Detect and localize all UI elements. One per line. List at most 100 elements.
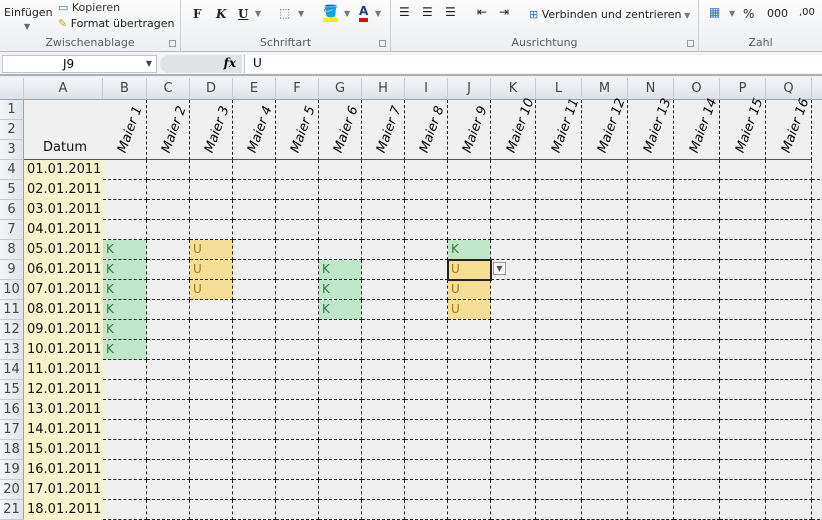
employee-header-cell[interactable]: [233, 100, 276, 160]
currency-dropdown-icon[interactable]: ▼: [729, 9, 736, 18]
grid-cell[interactable]: [536, 160, 582, 180]
column-header-G[interactable]: G: [319, 78, 362, 100]
employee-header-cell[interactable]: [448, 100, 491, 160]
grid-cell[interactable]: [362, 360, 405, 380]
grid-cell[interactable]: [582, 340, 628, 360]
grid-cell[interactable]: [190, 200, 233, 220]
grid-cell[interactable]: [491, 380, 536, 400]
date-cell[interactable]: 16.01.2011: [24, 460, 103, 480]
grid-cell[interactable]: [812, 360, 822, 380]
grid-cell[interactable]: [628, 200, 674, 220]
date-cell[interactable]: 15.01.2011: [24, 440, 103, 460]
grid-cell[interactable]: [448, 420, 491, 440]
date-cell[interactable]: 03.01.2011: [24, 200, 103, 220]
grid-cell[interactable]: [190, 220, 233, 240]
grid-cell[interactable]: [405, 500, 448, 520]
thousands-button[interactable]: 000: [767, 7, 788, 20]
grid-cell[interactable]: [536, 320, 582, 340]
grid-cell[interactable]: [766, 160, 812, 180]
grid-cell[interactable]: [276, 360, 319, 380]
date-cell[interactable]: 14.01.2011: [24, 420, 103, 440]
grid-cell[interactable]: [582, 240, 628, 260]
employee-header-cell[interactable]: [319, 100, 362, 160]
grid-cell[interactable]: [582, 480, 628, 500]
increase-indent-icon[interactable]: ⇥: [499, 5, 510, 19]
row-header-20[interactable]: 20: [0, 480, 24, 500]
grid-cell[interactable]: [233, 300, 276, 320]
grid-cell[interactable]: [233, 280, 276, 300]
grid-cell[interactable]: [674, 280, 720, 300]
grid-cell[interactable]: [190, 160, 233, 180]
column-header-R[interactable]: [812, 78, 822, 100]
grid-cell[interactable]: [103, 460, 147, 480]
grid-cell[interactable]: [319, 200, 362, 220]
grid-cell[interactable]: [766, 200, 812, 220]
grid-cell[interactable]: [276, 440, 319, 460]
grid-cell[interactable]: [491, 500, 536, 520]
row-header-10[interactable]: 10: [0, 280, 24, 300]
grid-cell[interactable]: [720, 480, 766, 500]
grid-cell[interactable]: [536, 360, 582, 380]
grid-cell[interactable]: [720, 260, 766, 280]
grid-cell[interactable]: [233, 360, 276, 380]
grid-cell[interactable]: [319, 420, 362, 440]
grid-cell[interactable]: [276, 420, 319, 440]
grid-cell[interactable]: [582, 160, 628, 180]
grid-cell[interactable]: [582, 300, 628, 320]
grid-cell[interactable]: [405, 240, 448, 260]
grid-cell[interactable]: [674, 320, 720, 340]
employee-header-cell[interactable]: [103, 100, 147, 160]
merge-center-button[interactable]: ⊞ Verbinden und zentrieren ▼: [529, 8, 691, 21]
grid-cell[interactable]: [491, 460, 536, 480]
grid-cell[interactable]: [812, 280, 822, 300]
grid-cell[interactable]: [628, 260, 674, 280]
grid-cell[interactable]: [276, 160, 319, 180]
date-cell[interactable]: 08.01.2011: [24, 300, 103, 320]
column-header-E[interactable]: E: [233, 78, 276, 100]
grid-cell[interactable]: [448, 440, 491, 460]
employee-header-cell[interactable]: [766, 100, 812, 160]
employee-header-cell[interactable]: [147, 100, 190, 160]
grid-cell[interactable]: [405, 380, 448, 400]
grid-cell[interactable]: [536, 180, 582, 200]
align-right-icon[interactable]: ☰: [445, 5, 456, 19]
grid-cell[interactable]: [812, 400, 822, 420]
grid-cell[interactable]: [491, 400, 536, 420]
grid-cell[interactable]: [233, 200, 276, 220]
grid-cell[interactable]: [766, 380, 812, 400]
grid-cell[interactable]: [362, 240, 405, 260]
grid-cell[interactable]: [766, 400, 812, 420]
column-header-F[interactable]: F: [276, 78, 319, 100]
grid-cell[interactable]: [147, 220, 190, 240]
font-color-icon[interactable]: A: [359, 4, 369, 22]
grid-cell[interactable]: [319, 340, 362, 360]
grid-cell[interactable]: [448, 480, 491, 500]
grid-cell[interactable]: [103, 500, 147, 520]
row-header-7[interactable]: 7: [0, 220, 24, 240]
decrease-indent-icon[interactable]: ⇤: [477, 5, 488, 19]
grid-cell[interactable]: [362, 340, 405, 360]
grid-cell[interactable]: [190, 420, 233, 440]
grid-cell[interactable]: [491, 160, 536, 180]
date-cell[interactable]: 09.01.2011: [24, 320, 103, 340]
grid-cell[interactable]: [674, 260, 720, 280]
grid-cell[interactable]: [147, 300, 190, 320]
grid-cell[interactable]: [448, 380, 491, 400]
grid-cell[interactable]: [362, 200, 405, 220]
grid-cell[interactable]: [147, 240, 190, 260]
column-header-I[interactable]: I: [405, 78, 448, 100]
grid-cell[interactable]: [674, 180, 720, 200]
grid-cell[interactable]: [628, 480, 674, 500]
grid-cell[interactable]: [190, 460, 233, 480]
fill-dropdown-icon[interactable]: ▼: [344, 9, 351, 18]
grid-cell[interactable]: [319, 380, 362, 400]
row-header-13[interactable]: 13: [0, 340, 24, 360]
column-header-O[interactable]: O: [674, 78, 720, 100]
grid-cell[interactable]: [276, 400, 319, 420]
employee-header-cell[interactable]: [582, 100, 628, 160]
row-header-21[interactable]: 21: [0, 500, 24, 520]
grid-cell[interactable]: [536, 420, 582, 440]
column-header-D[interactable]: D: [190, 78, 233, 100]
entry-cell-U[interactable]: U: [448, 260, 491, 280]
grid-cell[interactable]: [582, 260, 628, 280]
